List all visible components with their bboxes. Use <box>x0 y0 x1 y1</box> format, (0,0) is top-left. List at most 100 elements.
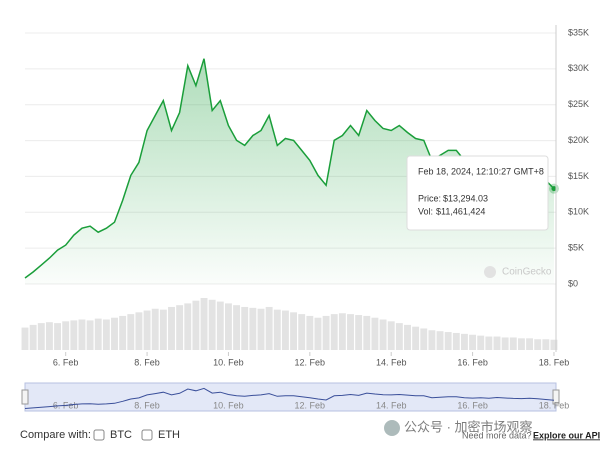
volume-bar <box>265 306 273 350</box>
option-label[interactable]: ETH <box>158 429 180 441</box>
volume-bar <box>184 303 192 350</box>
watermark: CoinGecko <box>502 267 552 278</box>
volume-bar <box>257 308 265 350</box>
navigator-handle[interactable] <box>21 389 29 405</box>
volume-bar <box>151 308 159 350</box>
volume-bar <box>208 299 216 350</box>
volume-bar <box>395 323 403 350</box>
x-tick-label: 6. Feb <box>53 357 79 367</box>
volume-bar <box>216 301 224 350</box>
navigator-line <box>24 387 555 409</box>
volume-bar <box>29 324 37 350</box>
x-tick-label: 18. Feb <box>539 357 570 367</box>
volume-bar <box>281 310 289 350</box>
volume-bar <box>469 334 477 350</box>
volume-bar <box>526 338 534 350</box>
volume-bar <box>200 298 208 350</box>
volume-bar <box>21 327 29 350</box>
volume-bar <box>493 336 501 350</box>
volume-bar <box>542 339 550 350</box>
tooltip-price-label: Price: <box>418 193 441 203</box>
volume-bar <box>485 336 493 350</box>
navigator-handle[interactable] <box>552 389 560 405</box>
volume-bar <box>159 309 167 350</box>
navigator-label: 8. Feb <box>134 400 160 410</box>
navigator: 6. Feb 8. Feb 10. Feb 12. Feb 14. Feb 16. Feb… <box>21 382 570 412</box>
volume-bar <box>45 322 53 350</box>
volume-bar <box>143 310 151 350</box>
tooltip-box <box>406 155 549 231</box>
volume-bar <box>428 330 436 350</box>
navigator-label: 14. Feb <box>376 400 407 410</box>
volume-bar <box>379 319 387 350</box>
volume-bar <box>452 332 460 350</box>
volume-bar <box>102 319 110 350</box>
volume-bar <box>233 305 241 350</box>
tooltip: Feb 18, 2024, 12:10:27 GMT+8 Price: $13,… <box>406 155 549 231</box>
volume-bar <box>273 309 281 350</box>
volume-bar <box>534 339 542 350</box>
volume-bar <box>135 312 143 350</box>
volume-bar <box>314 317 322 350</box>
navigator-label: 10. Feb <box>213 400 244 410</box>
volume-bar <box>70 320 78 350</box>
compare-label: Compare with: <box>20 429 91 441</box>
volume-bar <box>404 324 411 350</box>
volume-bar <box>176 305 184 350</box>
x-tick-label: 16. Feb <box>457 357 488 367</box>
volume-bar <box>460 333 468 350</box>
volume-bar <box>355 315 363 350</box>
volume-bar <box>168 306 175 350</box>
volume-bar <box>477 335 485 350</box>
x-tick-label: 10. Feb <box>213 357 244 367</box>
need-more: Need more data? <box>462 430 532 440</box>
x-tick-label: 12. Feb <box>295 357 326 367</box>
volume-bar <box>387 321 395 350</box>
volume-bar <box>78 319 86 350</box>
volume-bar <box>249 307 257 350</box>
navigator-label: 12. Feb <box>295 400 326 410</box>
navigator-label: 18. Feb <box>539 400 570 410</box>
volume-bar <box>444 332 452 350</box>
y-tick-label: $30K <box>568 63 589 73</box>
volume-bars <box>21 298 558 350</box>
volume-bar <box>501 337 509 350</box>
checkbox[interactable] <box>93 429 105 441</box>
y-tick-label: $10K <box>568 207 589 217</box>
volume-bar <box>420 328 428 350</box>
tooltip-vol: $11,461,424 <box>436 206 485 216</box>
volume-bar <box>517 338 525 350</box>
volume-bar <box>338 313 346 350</box>
x-tick-label: 14. Feb <box>376 357 407 367</box>
volume-bar <box>347 314 354 350</box>
tooltip-date: Feb 18, 2024, 12:10:27 GMT+8 <box>418 166 544 176</box>
volume-bar <box>371 317 379 350</box>
volume-bar <box>412 326 420 350</box>
y-tick-label: $0 <box>568 278 578 288</box>
volume-bar <box>54 323 62 350</box>
tooltip-vol-label: Vol: <box>418 206 433 216</box>
overlay-text: 公众号 · 加密市场观察 <box>404 419 533 434</box>
watermark-icon <box>484 266 496 278</box>
navigator-label: 16. Feb <box>457 400 488 410</box>
volume-bar <box>509 337 517 350</box>
volume-bar <box>298 314 306 350</box>
y-tick-label: $15K <box>568 171 589 181</box>
volume-bar <box>192 300 200 350</box>
volume-bar <box>86 320 94 350</box>
checkbox[interactable] <box>141 429 153 441</box>
y-tick-label: $35K <box>568 27 589 37</box>
volume-bar <box>119 315 127 350</box>
volume-bar <box>111 317 118 350</box>
navigator-window[interactable] <box>24 382 557 412</box>
api-link[interactable]: Explore our API <box>533 430 600 440</box>
y-tick-label: $20K <box>568 135 589 145</box>
volume-bar <box>94 318 102 350</box>
volume-bar <box>322 315 330 350</box>
volume-bar <box>290 312 298 350</box>
option-label[interactable]: BTC <box>110 429 132 441</box>
volume-bar <box>330 314 338 350</box>
x-tick-label: 8. Feb <box>134 357 160 367</box>
y-tick-label: $25K <box>568 99 589 109</box>
